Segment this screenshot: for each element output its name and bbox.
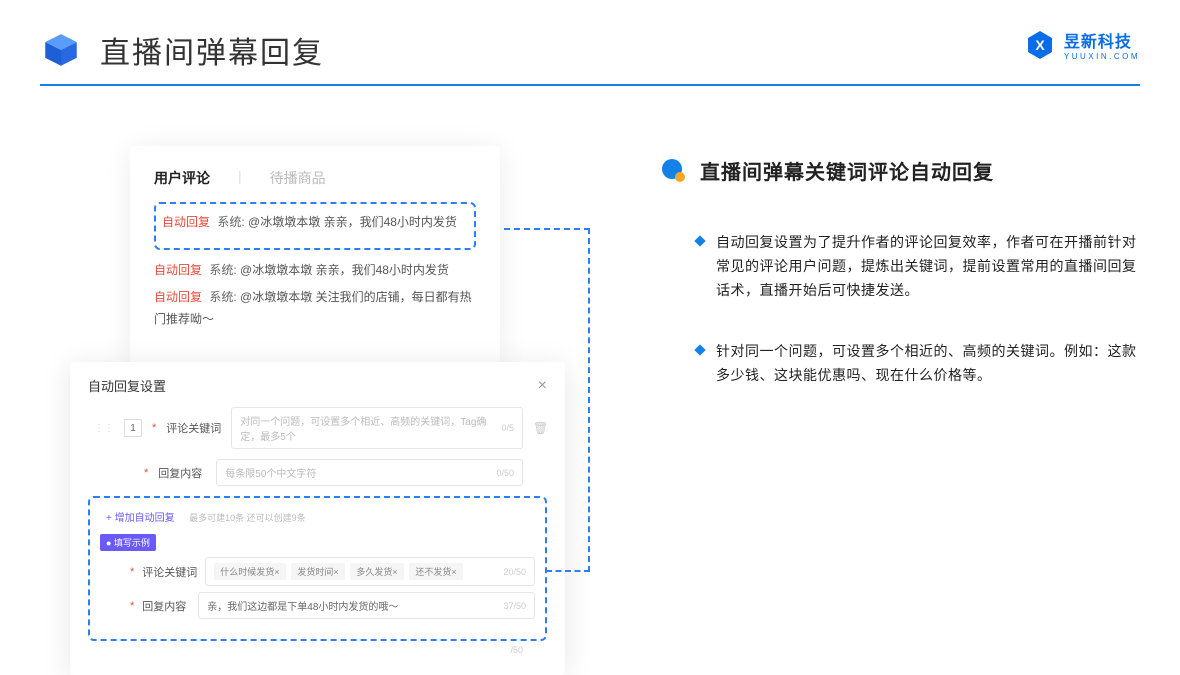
add-hint: 最多可建10条 还可以创建9条 <box>189 513 306 523</box>
form-row-content: * 回复内容 每条限50个中文字符 0/50 <box>88 459 547 486</box>
keyword-chip[interactable]: 发货时间× <box>291 563 344 580</box>
bullet-list: 自动回复设置为了提升作者的评论回复效率，作者可在开播前针对常见的评论用户问题，提… <box>660 231 1140 388</box>
sys-label: 系统: <box>209 290 236 304</box>
tab-products[interactable]: 待播商品 <box>270 168 326 188</box>
highlighted-comment: 自动回复 系统: @冰墩墩本墩 亲亲，我们48小时内发货 <box>154 202 476 250</box>
tab-divider: | <box>238 168 242 188</box>
char-count: 0/50 <box>496 468 514 478</box>
tab-comments[interactable]: 用户评论 <box>154 168 210 188</box>
diamond-icon <box>694 345 705 356</box>
placeholder-text: 每条限50个中文字符 <box>225 465 316 480</box>
bullet-item: 针对同一个问题，可设置多个相近的、高频的关键词。例如：这款多少钱、这块能优惠吗、… <box>696 340 1140 388</box>
brand-icon: X <box>1024 29 1056 61</box>
required-star: * <box>152 422 156 434</box>
ex-content-label: 回复内容 <box>142 598 190 614</box>
connector-line <box>588 228 590 572</box>
auto-reply-badge: 自动回复 <box>154 290 202 304</box>
settings-title: 自动回复设置 <box>88 376 166 395</box>
auto-reply-badge: 自动回复 <box>154 263 202 277</box>
svg-text:X: X <box>1035 37 1045 53</box>
bubble-icon <box>660 158 686 184</box>
ex-keyword-label: 评论关键词 <box>142 564 197 580</box>
section-title: 直播间弹幕关键词评论自动回复 <box>700 156 994 185</box>
outer-count: /50 <box>88 641 547 655</box>
keyword-chip[interactable]: 什么时候发货× <box>214 563 285 580</box>
char-count: 0/5 <box>501 423 514 433</box>
section-head: 直播间弹幕关键词评论自动回复 <box>660 156 1140 185</box>
ex-content-input[interactable]: 亲，我们这边都是下单48小时内发货的哦～ 37/50 <box>198 592 535 619</box>
keyword-chip[interactable]: 还不发货× <box>409 563 462 580</box>
diamond-icon <box>694 235 705 246</box>
bullet-item: 自动回复设置为了提升作者的评论回复效率，作者可在开播前针对常见的评论用户问题，提… <box>696 231 1140 302</box>
title-wrap: 直播间弹幕回复 <box>40 28 324 72</box>
add-reply-link[interactable]: + 增加自动回复 <box>106 513 175 524</box>
sys-label: 系统: <box>209 263 236 277</box>
connector-line <box>504 228 590 230</box>
keyword-input[interactable]: 对同一个问题，可设置多个相近、高频的关键词，Tag确定，最多5个 0/5 <box>231 407 523 449</box>
comment-row: 自动回复 系统: @冰墩墩本墩 亲亲，我们48小时内发货 <box>154 260 476 282</box>
char-count: 20/50 <box>503 567 526 577</box>
comment-text: @冰墩墩本墩 亲亲，我们48小时内发货 <box>248 215 457 229</box>
page-title: 直播间弹幕回复 <box>100 28 324 72</box>
char-count: 37/50 <box>503 601 526 611</box>
example-keyword-row: * 评论关键词 什么时候发货× 发货时间× 多久发货× 还不发货× 20/50 <box>100 557 535 586</box>
content-input[interactable]: 每条限50个中文字符 0/50 <box>216 459 523 486</box>
settings-header: 自动回复设置 × <box>88 376 547 407</box>
required-star: * <box>130 566 134 578</box>
bullet-text: 针对同一个问题，可设置多个相近的、高频的关键词。例如：这款多少钱、这块能优惠吗、… <box>716 340 1140 388</box>
example-block: + 增加自动回复 最多可建10条 还可以创建9条 ● 填写示例 * 评论关键词 … <box>88 496 547 641</box>
right-column: 直播间弹幕关键词评论自动回复 自动回复设置为了提升作者的评论回复效率，作者可在开… <box>660 146 1140 426</box>
cube-icon <box>40 29 82 71</box>
delete-icon[interactable]: 🗑 <box>533 421 547 435</box>
comment-row: 自动回复 系统: @冰墩墩本墩 关注我们的店铺，每日都有热门推荐呦～ <box>154 287 476 330</box>
example-tag: ● 填写示例 <box>100 534 156 551</box>
placeholder-text: 对同一个问题，可设置多个相近、高频的关键词，Tag确定，最多5个 <box>240 413 501 443</box>
bullet-text: 自动回复设置为了提升作者的评论回复效率，作者可在开播前针对常见的评论用户问题，提… <box>716 231 1140 302</box>
drag-icon[interactable]: ⋮⋮ <box>94 423 114 434</box>
comment-row: 自动回复 系统: @冰墩墩本墩 亲亲，我们48小时内发货 <box>162 212 468 234</box>
brand-name-en: YUUXIN.COM <box>1064 52 1140 61</box>
keyword-chip[interactable]: 多久发货× <box>350 563 403 580</box>
row-number: 1 <box>124 419 142 437</box>
page-header: 直播间弹幕回复 X 昱新科技 YUUXIN.COM <box>0 0 1180 72</box>
close-icon[interactable]: × <box>538 377 547 395</box>
comments-card: 用户评论 | 待播商品 自动回复 系统: @冰墩墩本墩 亲亲，我们48小时内发货… <box>130 146 500 364</box>
comment-text: @冰墩墩本墩 亲亲，我们48小时内发货 <box>240 263 449 277</box>
tabs: 用户评论 | 待播商品 <box>154 168 476 202</box>
brand-name-cn: 昱新科技 <box>1064 28 1140 52</box>
brand-logo: X 昱新科技 YUUXIN.COM <box>1024 28 1140 61</box>
example-content-row: * 回复内容 亲，我们这边都是下单48小时内发货的哦～ 37/50 <box>100 592 535 619</box>
content-label: 回复内容 <box>158 465 206 481</box>
required-star: * <box>130 600 134 612</box>
keyword-label: 评论关键词 <box>166 420 221 436</box>
form-row-keyword: ⋮⋮ 1 * 评论关键词 对同一个问题，可设置多个相近、高频的关键词，Tag确定… <box>88 407 547 449</box>
left-column: 用户评论 | 待播商品 自动回复 系统: @冰墩墩本墩 亲亲，我们48小时内发货… <box>70 146 570 426</box>
required-star: * <box>144 467 148 479</box>
connector-line <box>546 570 590 572</box>
sys-label: 系统: <box>217 215 244 229</box>
settings-card: 自动回复设置 × ⋮⋮ 1 * 评论关键词 对同一个问题，可设置多个相近、高频的… <box>70 362 565 675</box>
ex-content-text: 亲，我们这边都是下单48小时内发货的哦～ <box>207 598 398 613</box>
ex-keyword-input[interactable]: 什么时候发货× 发货时间× 多久发货× 还不发货× 20/50 <box>205 557 535 586</box>
auto-reply-badge: 自动回复 <box>162 215 210 229</box>
